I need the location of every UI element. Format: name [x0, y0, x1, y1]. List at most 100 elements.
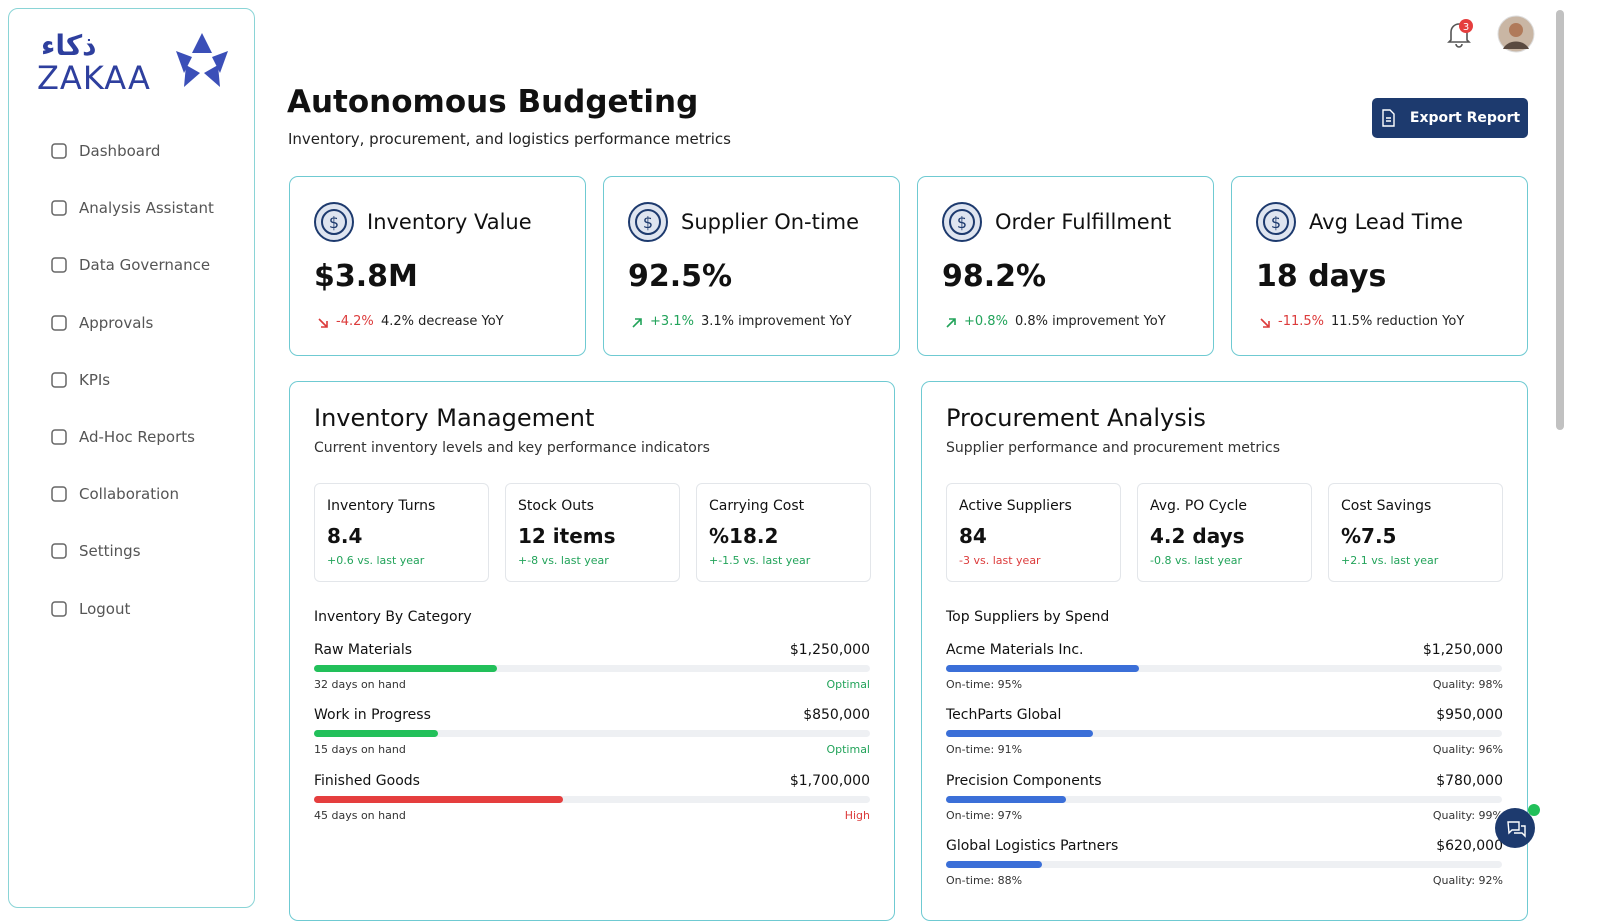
kpi-value: 98.2%	[942, 259, 1047, 294]
svg-text:$: $	[1271, 213, 1281, 232]
list-title: Top Suppliers by Spend	[946, 609, 1110, 625]
nav-item[interactable]: Logout	[49, 597, 130, 621]
bar	[314, 730, 439, 738]
item-amount: $850,000	[803, 707, 870, 724]
metric-change: +-1.5 vs. last year	[709, 554, 811, 567]
metric-label: Stock Outs	[518, 498, 594, 514]
item-name: Raw Materials	[314, 642, 413, 658]
trend-arrow	[944, 315, 958, 329]
metric-value: %7.5	[1341, 524, 1397, 548]
kpi-icon: $	[942, 202, 982, 242]
nav-icon	[51, 314, 67, 331]
metric-card: Active Suppliers 84 -3 vs. last year	[946, 483, 1121, 582]
metric-card: Stock Outs 12 items +-8 vs. last year	[505, 483, 680, 582]
nav-item[interactable]: KPIs	[49, 368, 110, 392]
kpi-value: 18 days	[1256, 259, 1387, 294]
notification-bell[interactable]: 3	[1444, 18, 1474, 50]
metric-change: -0.8 vs. last year	[1150, 554, 1243, 567]
metric-change: +-8 vs. last year	[518, 554, 609, 567]
avatar[interactable]	[1497, 15, 1535, 53]
notification-count: 3	[1463, 22, 1469, 33]
nav-item[interactable]: Dashboard	[49, 139, 160, 163]
metric-value: 8.4	[327, 524, 363, 548]
nav-label: Analysis Assistant	[79, 199, 214, 218]
export-button[interactable]: Export Report	[1372, 98, 1528, 138]
nav-icon	[51, 429, 67, 445]
page-title: Autonomous Budgeting	[287, 84, 699, 120]
bar-track	[314, 730, 870, 738]
metric-label: Active Suppliers	[959, 498, 1072, 514]
metric-value: 4.2 days	[1150, 524, 1245, 548]
item-status: Quality: 99%	[1432, 808, 1503, 822]
nav-item[interactable]: Settings	[49, 539, 141, 563]
nav-item[interactable]: Analysis Assistant	[49, 196, 214, 220]
nav-icon	[51, 200, 67, 216]
item-status: Optimal	[826, 743, 870, 757]
metric-label: Cost Savings	[1341, 498, 1432, 514]
page-subtitle: Inventory, procurement, and logistics pe…	[288, 130, 731, 148]
svg-text:$: $	[957, 213, 967, 232]
bar-track	[314, 665, 870, 672]
item-name: Work in Progress	[314, 707, 431, 724]
item-status: Optimal	[826, 678, 870, 691]
panel-subtitle: Supplier performance and procurement met…	[946, 440, 1281, 456]
kpi-icon: $	[628, 202, 668, 242]
logo-arabic: ذكاء	[41, 31, 96, 62]
nav-label: Ad-Hoc Reports	[79, 428, 195, 446]
trend-arrow	[316, 315, 330, 329]
bar-track	[946, 665, 1502, 672]
kpi-title: Order Fulfillment	[995, 210, 1172, 234]
panel-subtitle: Current inventory levels and key perform…	[314, 440, 710, 456]
nav-label: Logout	[79, 599, 131, 618]
nav-icon	[51, 543, 67, 560]
item-amount: $620,000	[1436, 837, 1503, 854]
export-button-label: Export Report	[1409, 110, 1521, 126]
nav-label: Data Governance	[79, 256, 211, 275]
metric-label: Inventory Turns	[327, 498, 436, 514]
kpi-card: $ Order Fulfillment 98.2% +0.8% 0.8% improve…	[917, 176, 1214, 356]
item-amount: $1,700,000	[789, 772, 870, 789]
item-name: Acme Materials Inc.	[946, 642, 1084, 658]
kpi-icon: $	[1256, 202, 1296, 242]
kpi-card: $ Supplier On-time 92.5% +3.1% 3.1% improvem…	[603, 176, 900, 356]
nav-icon	[51, 600, 67, 617]
kpi-icon: $	[314, 202, 354, 242]
nav-item[interactable]: Collaboration	[49, 482, 179, 506]
nav-icon	[51, 257, 67, 274]
metric-change: +0.6 vs. last year	[327, 554, 425, 567]
item-detail: On-time: 97%	[946, 808, 1023, 822]
kpi-title: Inventory Value	[367, 210, 532, 234]
kpi-change: +0.8%	[964, 314, 1008, 329]
nav-label: Collaboration	[79, 485, 179, 504]
nav-item[interactable]: Ad-Hoc Reports	[49, 425, 195, 449]
svg-text:$: $	[643, 213, 653, 232]
kpi-change: +3.1%	[650, 314, 694, 329]
kpi-description: 3.1% improvement YoY	[701, 314, 852, 329]
kpi-description: 0.8% improvement YoY	[1015, 314, 1166, 329]
svg-text:$: $	[329, 213, 339, 232]
chat-button[interactable]	[1494, 802, 1544, 852]
metric-value: 84	[959, 524, 987, 548]
bar-track	[946, 730, 1502, 738]
metric-value: 12 items	[518, 524, 616, 548]
kpi-change: -4.2%	[336, 314, 374, 329]
bar	[946, 665, 1140, 672]
logo-star	[176, 33, 228, 87]
item-status: Quality: 96%	[1432, 743, 1503, 757]
bar-track	[314, 795, 870, 803]
logo: ذكاء ZAKAA	[37, 29, 237, 101]
logo-graphic: ذكاء ZAKAA	[37, 29, 228, 97]
panel-title: Inventory Management	[314, 404, 595, 432]
kpi-title: Supplier On-time	[681, 210, 860, 234]
metric-label: Avg. PO Cycle	[1150, 498, 1248, 514]
scrollbar[interactable]	[1556, 10, 1564, 430]
item-name: Global Logistics Partners	[946, 837, 1119, 854]
metric-label: Carrying Cost	[709, 498, 805, 514]
bar-track	[946, 795, 1502, 803]
item-detail: 32 days on hand	[314, 678, 406, 691]
nav-item[interactable]: Data Governance	[49, 253, 210, 277]
nav-item[interactable]: Approvals	[49, 311, 153, 335]
page: ذكاء ZAKAA Dashboard Analysis Assistant Da…	[8, 8, 1564, 921]
item-status: Quality: 92%	[1432, 873, 1503, 887]
kpi-card: $ Avg Lead Time 18 days -11.5% 11.5% reducti…	[1231, 176, 1528, 356]
